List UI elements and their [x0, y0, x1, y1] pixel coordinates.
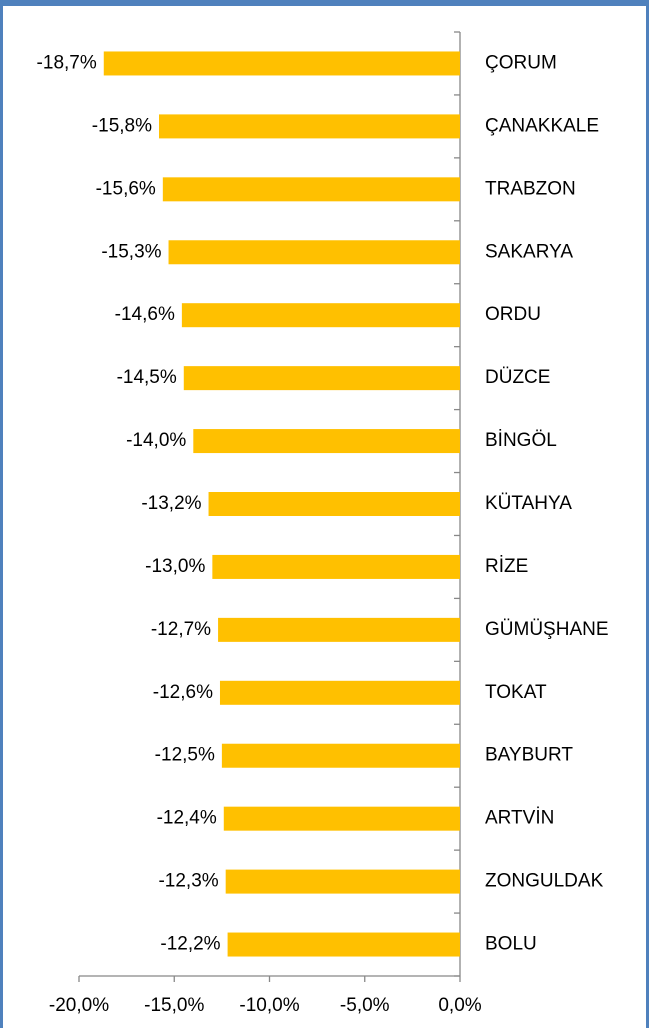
bar [218, 617, 460, 642]
bar [223, 806, 460, 831]
category-label: SAKARYA [485, 241, 573, 262]
top-border [0, 0, 649, 6]
bar [225, 869, 460, 894]
category-label: ÇANAKKALE [485, 115, 599, 136]
category-label: ZONGULDAK [485, 871, 604, 892]
bar [212, 554, 460, 579]
bar [181, 303, 460, 328]
data-label: -15,8% [92, 115, 152, 136]
data-label: -12,5% [155, 745, 215, 766]
category-label: BAYBURT [485, 745, 573, 766]
category-label: RİZE [485, 556, 528, 577]
bar [103, 51, 460, 76]
data-label: -13,2% [141, 493, 201, 514]
x-tick-label: -5,0% [340, 995, 390, 1016]
data-label: -14,5% [117, 367, 177, 388]
bar [219, 680, 460, 705]
right-border [646, 0, 649, 1028]
data-label: -15,6% [96, 178, 156, 199]
data-label: -12,7% [151, 619, 211, 640]
data-label: -15,3% [101, 241, 161, 262]
category-label: BOLU [485, 934, 537, 955]
category-label: BİNGÖL [485, 430, 557, 451]
bar [227, 932, 460, 957]
category-label: GÜMÜŞHANE [485, 619, 609, 640]
data-label: -14,0% [126, 430, 186, 451]
category-label: TOKAT [485, 682, 547, 703]
x-tick-label: 0,0% [438, 995, 481, 1016]
bar [208, 492, 460, 516]
data-label: -12,3% [158, 871, 218, 892]
bar [162, 177, 460, 202]
data-label: -13,0% [145, 556, 205, 577]
category-label: ARTVİN [485, 808, 554, 829]
x-tick-label: -10,0% [239, 995, 299, 1016]
category-label: ORDU [485, 304, 541, 325]
data-label: -12,6% [153, 682, 213, 703]
data-label: -12,4% [157, 808, 217, 829]
bar [159, 114, 460, 139]
bar [168, 240, 460, 265]
data-label: -18,7% [37, 52, 97, 73]
category-label: DÜZCE [485, 367, 550, 388]
bar [183, 366, 460, 391]
category-label: KÜTAHYA [485, 493, 572, 514]
bar [193, 429, 461, 454]
x-tick-label: -15,0% [144, 995, 204, 1016]
x-tick-label: -20,0% [49, 995, 109, 1016]
bar [221, 743, 460, 768]
data-label: -14,6% [115, 304, 175, 325]
data-label: -12,2% [160, 934, 220, 955]
category-label: ÇORUM [485, 52, 557, 73]
left-border [0, 0, 3, 1028]
category-label: TRABZON [485, 178, 576, 199]
